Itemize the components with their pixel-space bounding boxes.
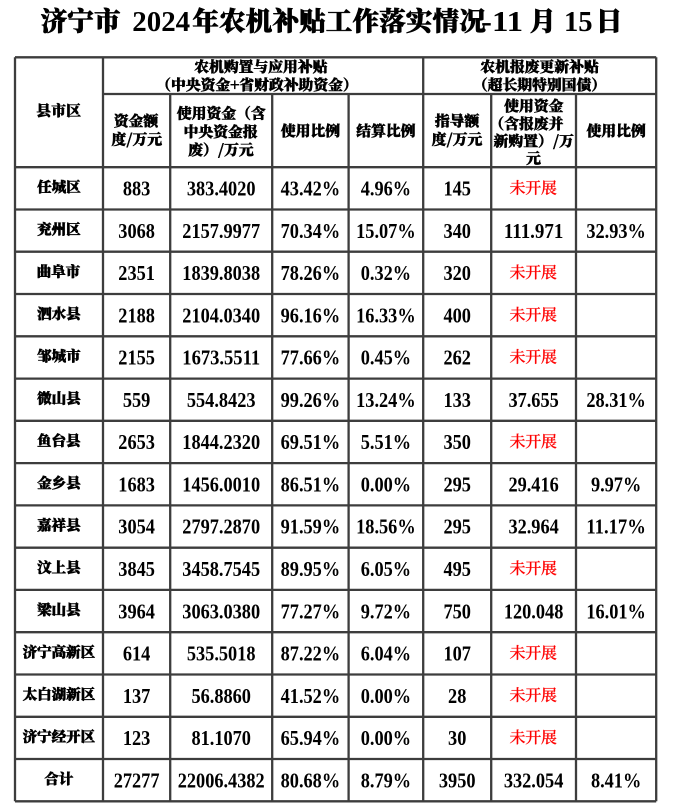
svg-text:400: 400 [443, 305, 471, 327]
svg-text:3458.7545: 3458.7545 [182, 559, 260, 581]
svg-text:2653: 2653 [118, 432, 155, 454]
svg-text:554.8423: 554.8423 [187, 390, 256, 412]
svg-text:3964: 3964 [118, 601, 155, 623]
svg-text:18.56%: 18.56% [356, 517, 416, 539]
svg-text:0.45%: 0.45% [361, 348, 411, 370]
svg-text:2104.0340: 2104.0340 [182, 305, 260, 327]
svg-text:495: 495 [443, 559, 471, 581]
svg-text:123: 123 [123, 728, 151, 750]
svg-text:0.32%: 0.32% [361, 263, 411, 285]
svg-text:69.51%: 69.51% [281, 432, 341, 454]
svg-text:13.24%: 13.24% [356, 390, 416, 412]
svg-text:29.416: 29.416 [508, 474, 558, 496]
svg-text:107: 107 [443, 644, 471, 666]
svg-text:6.05%: 6.05% [361, 559, 411, 581]
svg-text:1839.8038: 1839.8038 [182, 263, 260, 285]
svg-text:883: 883 [123, 179, 151, 201]
svg-text:9.97%: 9.97% [591, 474, 641, 496]
svg-text:3068: 3068 [118, 221, 155, 243]
svg-text:70.34%: 70.34% [281, 221, 341, 243]
svg-text:750: 750 [443, 601, 471, 623]
svg-text:27277: 27277 [114, 770, 160, 792]
svg-text:87.22%: 87.22% [281, 644, 341, 666]
svg-text:78.26%: 78.26% [281, 263, 341, 285]
svg-text:3950: 3950 [439, 770, 476, 792]
svg-text:2797.2870: 2797.2870 [182, 517, 260, 539]
svg-text:9.72%: 9.72% [361, 601, 411, 623]
svg-text:2188: 2188 [118, 305, 155, 327]
svg-text:22006.4382: 22006.4382 [178, 770, 265, 792]
svg-text:295: 295 [443, 517, 471, 539]
svg-text:4.96%: 4.96% [361, 179, 411, 201]
svg-text:0.00%: 0.00% [361, 728, 411, 750]
svg-text:1456.0010: 1456.0010 [182, 474, 260, 496]
svg-text:81.1070: 81.1070 [191, 728, 251, 750]
svg-text:15: 15 [564, 7, 593, 38]
svg-text:89.95%: 89.95% [281, 559, 341, 581]
svg-text:1683: 1683 [118, 474, 155, 496]
svg-text:2157.9977: 2157.9977 [182, 221, 260, 243]
svg-text:16.01%: 16.01% [586, 601, 646, 623]
svg-text:32.964: 32.964 [508, 517, 558, 539]
svg-text:96.16%: 96.16% [281, 305, 341, 327]
svg-text:99.26%: 99.26% [281, 390, 341, 412]
svg-text:133: 133 [443, 390, 471, 412]
svg-text:295: 295 [443, 474, 471, 496]
svg-text:111.971: 111.971 [504, 221, 564, 243]
svg-text:6.04%: 6.04% [361, 644, 411, 666]
svg-text:56.8860: 56.8860 [191, 686, 251, 708]
svg-text:535.5018: 535.5018 [187, 644, 256, 666]
svg-text:2155: 2155 [118, 348, 155, 370]
svg-text:8.41%: 8.41% [591, 770, 641, 792]
svg-text:3063.0380: 3063.0380 [182, 601, 260, 623]
svg-text:2351: 2351 [118, 263, 155, 285]
svg-text:37.655: 37.655 [508, 390, 558, 412]
svg-text:1673.5511: 1673.5511 [182, 348, 260, 370]
svg-text:30: 30 [448, 728, 466, 750]
svg-text:137: 137 [123, 686, 151, 708]
svg-text:383.4020: 383.4020 [187, 179, 256, 201]
svg-text:91.59%: 91.59% [281, 517, 341, 539]
svg-text:43.42%: 43.42% [281, 179, 341, 201]
svg-text:1844.2320: 1844.2320 [182, 432, 260, 454]
svg-text:0.00%: 0.00% [361, 686, 411, 708]
svg-text:16.33%: 16.33% [356, 305, 416, 327]
svg-text:77.66%: 77.66% [281, 348, 341, 370]
svg-text:28: 28 [448, 686, 466, 708]
svg-text:15.07%: 15.07% [356, 221, 416, 243]
svg-text:5.51%: 5.51% [361, 432, 411, 454]
svg-text:3845: 3845 [118, 559, 155, 581]
svg-text:65.94%: 65.94% [281, 728, 341, 750]
svg-text:559: 559 [123, 390, 151, 412]
svg-text:340: 340 [443, 221, 471, 243]
svg-text:80.68%: 80.68% [281, 770, 341, 792]
svg-text:614: 614 [123, 644, 151, 666]
svg-text:77.27%: 77.27% [281, 601, 341, 623]
svg-text:3054: 3054 [118, 517, 155, 539]
svg-text:145: 145 [443, 179, 471, 201]
svg-text:32.93%: 32.93% [586, 221, 646, 243]
svg-text:11.17%: 11.17% [586, 517, 646, 539]
svg-text:28.31%: 28.31% [586, 390, 646, 412]
svg-text:41.52%: 41.52% [281, 686, 341, 708]
svg-text:-11: -11 [481, 7, 523, 38]
svg-text:350: 350 [443, 432, 471, 454]
svg-text:0.00%: 0.00% [361, 474, 411, 496]
svg-text:332.054: 332.054 [504, 770, 564, 792]
svg-text:86.51%: 86.51% [281, 474, 341, 496]
svg-text:262: 262 [443, 348, 471, 370]
svg-text:320: 320 [443, 263, 471, 285]
svg-text:2024: 2024 [132, 7, 190, 38]
svg-text:120.048: 120.048 [504, 601, 564, 623]
svg-text:8.79%: 8.79% [361, 770, 411, 792]
